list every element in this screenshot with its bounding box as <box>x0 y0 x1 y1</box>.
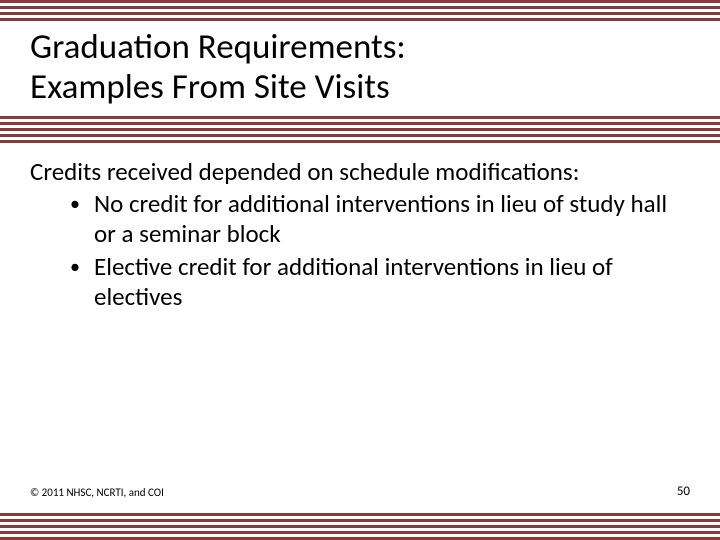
body-intro: Credits received depended on schedule mo… <box>30 157 690 187</box>
list-item: Elective credit for additional intervent… <box>66 252 690 313</box>
page-number: 50 <box>677 484 690 499</box>
title-line-1: Graduation Requirements: <box>30 26 406 68</box>
top-stripes-1 <box>0 0 720 21</box>
title-line-2: Examples From Site Visits <box>30 66 390 108</box>
top-stripes-2 <box>0 116 720 143</box>
slide-title: Graduation Requirements: Examples From S… <box>30 27 690 108</box>
list-item: No credit for additional interventions i… <box>66 189 690 250</box>
title-block: Graduation Requirements: Examples From S… <box>0 21 720 116</box>
copyright-text: © 2011 NHSC, NCRTI, and COI <box>30 486 164 499</box>
bottom-stripes <box>0 513 720 540</box>
bullet-list: No credit for additional interventions i… <box>30 189 690 313</box>
footer: © 2011 NHSC, NCRTI, and COI 50 <box>30 484 690 499</box>
body-block: Credits received depended on schedule mo… <box>0 143 720 313</box>
